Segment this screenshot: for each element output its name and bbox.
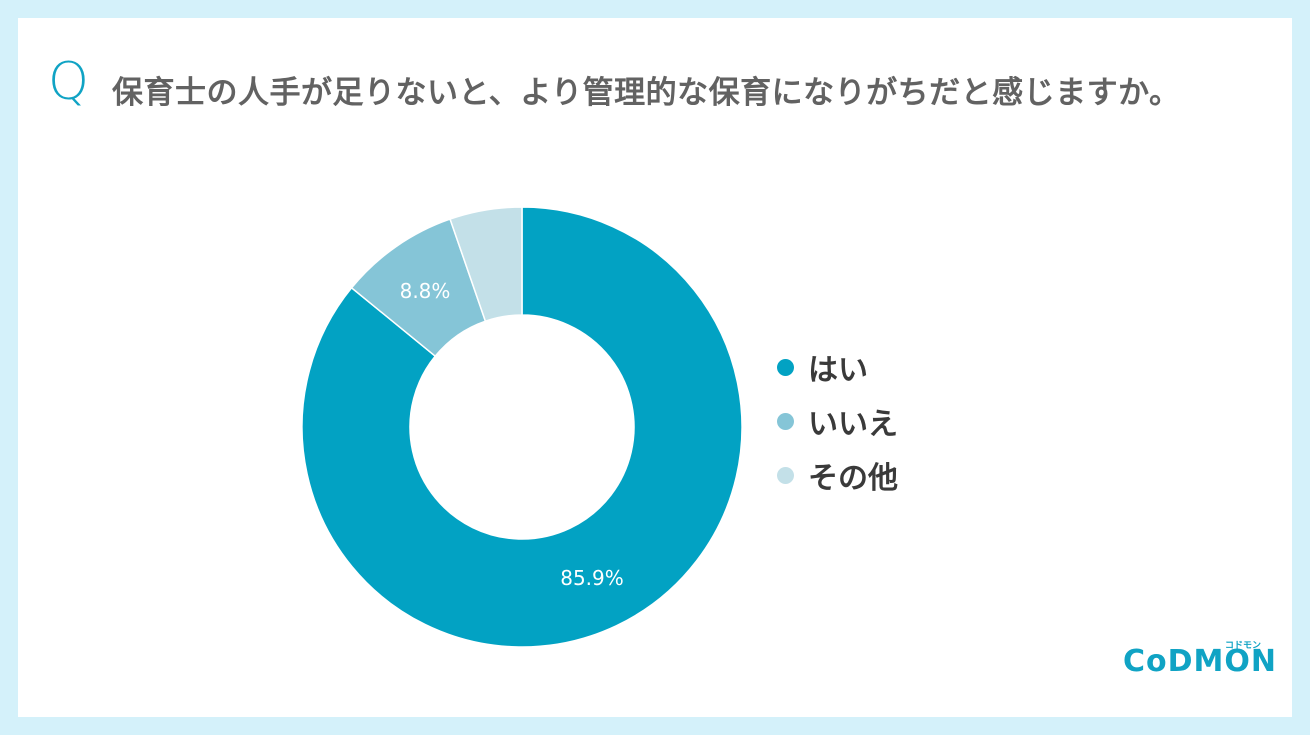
- legend-dot-no: [777, 412, 794, 430]
- legend-dot-other: [777, 466, 794, 484]
- chart-legend: はい いいえ その他: [777, 340, 898, 502]
- donut-slice-2: [449, 206, 523, 323]
- legend-label: はい: [808, 353, 868, 388]
- logo-subtext: コドモン: [1225, 641, 1262, 651]
- legend-label: その他: [808, 461, 898, 496]
- legend-item-yes: はい: [777, 340, 898, 394]
- donut-slices: [301, 206, 743, 648]
- slice-label-yes: 85.9%: [560, 566, 624, 590]
- donut-slice-0: [301, 206, 743, 648]
- legend-item-other: その他: [777, 448, 898, 502]
- legend-label: いいえ: [808, 407, 898, 442]
- codmon-logo: CoDMON コドモン: [1123, 641, 1277, 679]
- legend-dot-yes: [777, 358, 794, 376]
- page-title: 保育士の人手が足りないと、より管理的な保育になりがちだと感じますか。: [112, 75, 1181, 111]
- question-icon: Q: [48, 52, 89, 112]
- logo-text: CoDMON: [1123, 644, 1277, 679]
- legend-item-no: いいえ: [777, 394, 898, 448]
- slice-label-no: 8.8%: [400, 279, 451, 303]
